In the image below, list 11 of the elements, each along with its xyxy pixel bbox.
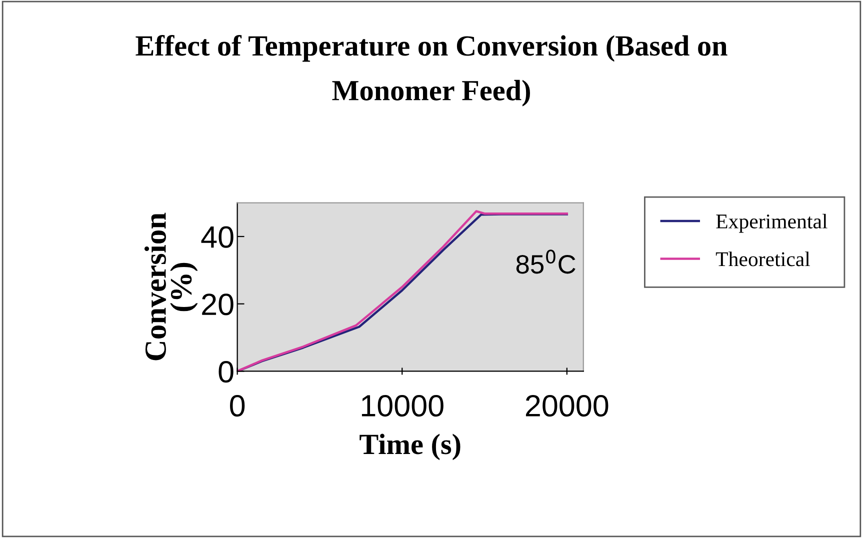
y-axis-title: Conversion (%) xyxy=(144,212,198,360)
y-tick-label: 0 xyxy=(218,360,234,383)
x-tick-label: 10000 xyxy=(362,394,444,417)
y-tick-label: 40 xyxy=(201,226,234,248)
x-tick-label: 20000 xyxy=(526,394,608,417)
y-tick-label: 20 xyxy=(202,294,234,316)
chart-title: Effect of Temperature on Conversion (Based on Monomer Feed) xyxy=(136,34,728,106)
annotation: 85$^{0}$C xyxy=(516,250,576,274)
x-axis-title: Time (s) xyxy=(360,434,460,460)
legend-label: Experimental xyxy=(716,214,828,233)
legend-label: Theoretical xyxy=(716,252,810,266)
